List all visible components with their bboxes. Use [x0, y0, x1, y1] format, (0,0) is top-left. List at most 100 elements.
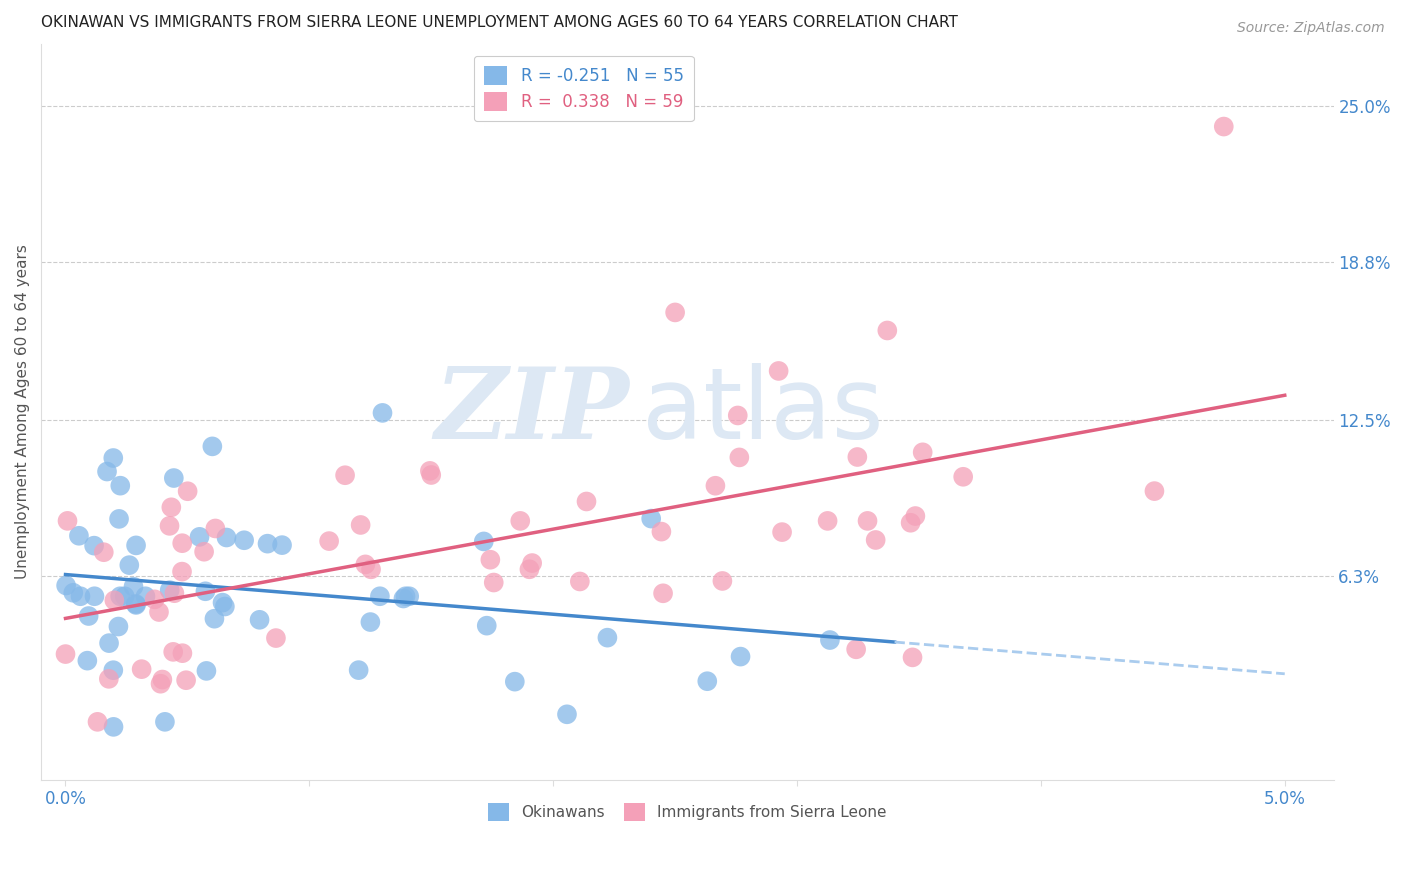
Point	[728, 450, 751, 465]
Point	[347, 663, 370, 677]
Point	[56, 514, 79, 528]
Point	[359, 615, 381, 629]
Point	[103, 720, 125, 734]
Point	[333, 468, 356, 483]
Point	[233, 533, 256, 548]
Point	[568, 574, 591, 589]
Point	[125, 598, 148, 612]
Point	[83, 589, 105, 603]
Point	[818, 633, 841, 648]
Point	[704, 479, 727, 493]
Point	[172, 536, 194, 550]
Point	[696, 674, 718, 689]
Point	[652, 586, 675, 600]
Point	[555, 707, 578, 722]
Point	[520, 556, 543, 570]
Text: ZIP: ZIP	[434, 363, 628, 460]
Point	[865, 533, 887, 547]
Point	[108, 512, 131, 526]
Point	[204, 521, 226, 535]
Point	[195, 664, 218, 678]
Point	[176, 484, 198, 499]
Point	[114, 589, 136, 603]
Legend: Okinawans, Immigrants from Sierra Leone: Okinawans, Immigrants from Sierra Leone	[482, 797, 893, 827]
Point	[193, 545, 215, 559]
Point	[153, 714, 176, 729]
Point	[479, 552, 502, 566]
Point	[900, 516, 922, 530]
Point	[174, 673, 197, 688]
Point	[131, 662, 153, 676]
Point	[97, 672, 120, 686]
Point	[911, 445, 934, 459]
Point	[86, 714, 108, 729]
Point	[349, 518, 371, 533]
Point	[664, 305, 686, 319]
Point	[134, 589, 156, 603]
Point	[264, 631, 287, 645]
Point	[96, 465, 118, 479]
Point	[846, 450, 869, 464]
Point	[640, 511, 662, 525]
Point	[472, 534, 495, 549]
Point	[69, 589, 91, 603]
Point	[170, 565, 193, 579]
Point	[1143, 484, 1166, 499]
Text: OKINAWAN VS IMMIGRANTS FROM SIERRA LEONE UNEMPLOYMENT AMONG AGES 60 TO 64 YEARS : OKINAWAN VS IMMIGRANTS FROM SIERRA LEONE…	[41, 15, 957, 30]
Point	[730, 649, 752, 664]
Point	[650, 524, 672, 539]
Point	[398, 589, 420, 603]
Point	[354, 558, 377, 572]
Point	[360, 562, 382, 576]
Point	[98, 636, 121, 650]
Point	[55, 578, 77, 592]
Point	[103, 450, 125, 465]
Point	[103, 663, 125, 677]
Point	[143, 592, 166, 607]
Point	[256, 536, 278, 550]
Point	[420, 468, 443, 483]
Point	[103, 593, 125, 607]
Point	[368, 589, 391, 603]
Point	[249, 613, 271, 627]
Point	[475, 618, 498, 632]
Point	[159, 583, 181, 598]
Point	[371, 406, 394, 420]
Point	[845, 642, 868, 657]
Point	[62, 586, 84, 600]
Y-axis label: Unemployment Among Ages 60 to 64 years: Unemployment Among Ages 60 to 64 years	[15, 244, 30, 579]
Point	[93, 545, 115, 559]
Point	[318, 534, 340, 549]
Point	[214, 599, 236, 614]
Point	[904, 509, 927, 524]
Point	[509, 514, 531, 528]
Point	[125, 538, 148, 552]
Point	[817, 514, 839, 528]
Point	[711, 574, 734, 588]
Point	[162, 645, 184, 659]
Point	[110, 478, 132, 492]
Point	[118, 558, 141, 573]
Point	[194, 584, 217, 599]
Point	[211, 596, 233, 610]
Point	[519, 562, 541, 576]
Point	[394, 589, 416, 603]
Point	[108, 589, 131, 603]
Point	[148, 605, 170, 619]
Point	[727, 409, 749, 423]
Point	[107, 619, 129, 633]
Point	[575, 494, 598, 508]
Point	[1212, 120, 1234, 134]
Point	[201, 439, 224, 453]
Point	[482, 575, 505, 590]
Point	[770, 525, 793, 540]
Point	[172, 646, 194, 660]
Point	[503, 674, 526, 689]
Point	[419, 464, 441, 478]
Point	[159, 519, 181, 533]
Point	[160, 500, 183, 515]
Point	[67, 529, 90, 543]
Point	[163, 471, 186, 485]
Text: atlas: atlas	[643, 363, 884, 460]
Point	[271, 538, 294, 552]
